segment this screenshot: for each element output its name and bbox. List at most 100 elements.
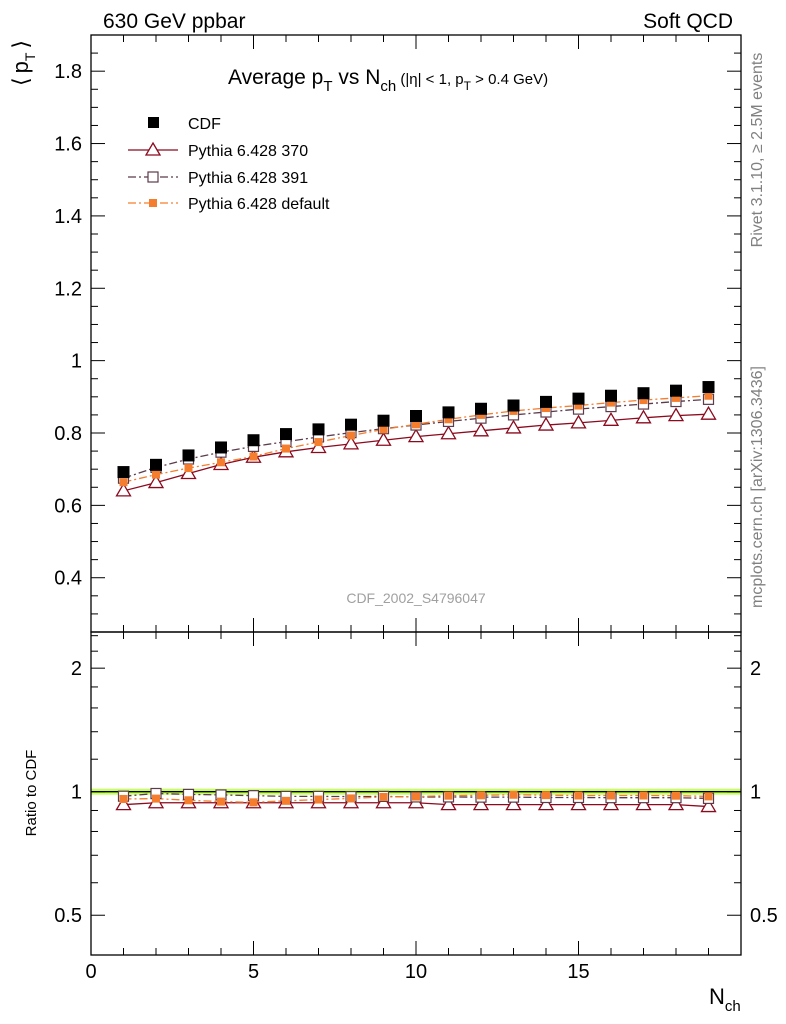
point-pythia-6-428-default	[379, 425, 388, 434]
legend: CDF Pythia 6.428 370 Pythia 6.428 391 Py…	[128, 116, 330, 213]
point-cdf	[637, 387, 650, 400]
point-pythia-6-428-370	[700, 405, 717, 420]
point-pythia-6-428-370	[310, 439, 327, 454]
point-cdf	[345, 418, 357, 431]
ratio-point-pythia-6-428-default	[444, 791, 453, 800]
ratio-point-pythia-6-428-default	[412, 792, 420, 801]
x-axis-label: Nch	[709, 984, 741, 1015]
ratio-point-pythia-6-428-default	[607, 791, 615, 800]
point-pythia-6-428-default	[217, 458, 225, 467]
ratio-series-group	[115, 787, 717, 813]
point-pythia-6-428-default	[314, 438, 323, 447]
legend-label-391: Pythia 6.428 391	[188, 170, 308, 187]
point-cdf	[280, 428, 292, 441]
point-cdf	[215, 441, 227, 454]
point-cdf	[670, 384, 682, 397]
ratio-y-tick-label: 0.5	[54, 905, 82, 927]
main-axis-ticks	[90, 34, 742, 633]
ratio-axis-ticks	[90, 632, 742, 956]
main-y-tick-label: 1.4	[54, 206, 82, 228]
legend-marker-default	[149, 199, 157, 207]
analysis-watermark: CDF_2002_S4796047	[346, 590, 486, 606]
ratio-point-pythia-6-428-default	[184, 796, 193, 805]
title-sub-t2: T	[464, 79, 472, 93]
ratio-point-pythia-6-428-default	[379, 792, 388, 801]
point-cdf	[117, 466, 130, 479]
point-pythia-6-428-370	[407, 428, 425, 443]
point-pythia-6-428-default	[639, 396, 648, 405]
point-pythia-6-428-370	[147, 474, 165, 489]
point-cdf	[247, 434, 260, 447]
x-tick-labels: 0 5 10 15	[85, 961, 589, 983]
point-cdf	[540, 395, 552, 408]
point-pythia-6-428-370	[537, 416, 555, 431]
point-pythia-6-428-370	[570, 414, 587, 429]
point-pythia-6-428-default	[282, 444, 290, 453]
point-pythia-6-428-370	[375, 431, 392, 446]
ratio-point-pythia-6-428-370	[602, 796, 620, 811]
legend-label-370: Pythia 6.428 370	[188, 143, 308, 160]
rivet-label: Rivet 3.1.10, ≥ 2.5M events	[749, 53, 766, 248]
point-pythia-6-428-default	[119, 478, 128, 487]
title-main: Average p	[228, 66, 323, 89]
ratio-point-pythia-6-428-370	[635, 796, 652, 811]
energy-label: 630 GeV ppbar	[103, 10, 245, 33]
point-pythia-6-428-default	[672, 393, 680, 402]
x-tick-label: 5	[248, 961, 259, 983]
main-title: Average pT vs Nch (|η| < 1, pT > 0.4 GeV…	[228, 66, 548, 95]
ratio-y-tick-label-right: 1	[750, 782, 761, 804]
main-series-group	[115, 381, 717, 497]
title-cut-b: > 0.4 GeV)	[471, 71, 548, 88]
ratio-y-tick-label-right: 0.5	[750, 905, 778, 927]
point-cdf	[702, 381, 715, 394]
ratio-point-pythia-6-428-370	[505, 796, 522, 811]
legend-label-default: Pythia 6.428 default	[188, 196, 330, 213]
point-cdf	[182, 449, 195, 462]
point-pythia-6-428-370	[667, 407, 685, 422]
title-cut-a: (|η| < 1, p	[396, 71, 463, 88]
ratio-point-pythia-6-428-370	[667, 796, 685, 811]
point-pythia-6-428-default	[152, 470, 160, 479]
point-pythia-6-428-default	[542, 404, 550, 413]
ylabel-open: ⟨	[8, 77, 33, 86]
ratio-point-pythia-6-428-default	[152, 794, 160, 803]
legend-marker-391	[147, 171, 159, 183]
ylabel-sub: T	[22, 52, 38, 61]
main-y-tick-label: 1.6	[54, 134, 82, 156]
process-label: Soft QCD	[643, 10, 733, 33]
point-cdf	[150, 458, 162, 471]
ratio-point-pythia-6-428-default	[672, 791, 680, 800]
ratio-point-pythia-6-428-default	[542, 791, 550, 800]
main-y-tick-label: 0.4	[54, 568, 82, 590]
point-pythia-6-428-default	[184, 464, 193, 473]
ratio-y-tick-label: 2	[71, 658, 82, 680]
ratio-point-pythia-6-428-default	[314, 795, 323, 804]
point-pythia-6-428-370	[180, 465, 197, 480]
ratio-point-pythia-6-428-default	[217, 797, 225, 806]
ratio-point-pythia-6-428-default	[282, 796, 290, 805]
point-cdf	[377, 414, 390, 427]
main-y-tick-label: 1.2	[54, 278, 82, 300]
ratio-point-pythia-6-428-370	[440, 796, 457, 811]
main-y-tick-label: 0.8	[54, 423, 82, 445]
point-cdf	[475, 402, 487, 415]
ratio-point-pythia-6-428-370	[115, 796, 132, 811]
ratio-point-pythia-6-428-370	[537, 796, 555, 811]
main-y-tick-label: 1	[71, 351, 82, 373]
xlabel-sub: ch	[725, 998, 741, 1015]
point-cdf	[442, 406, 455, 419]
ratio-point-pythia-6-428-default	[574, 791, 583, 800]
point-pythia-6-428-default	[444, 415, 453, 424]
legend-marker-370	[144, 141, 162, 156]
ratio-point-pythia-6-428-default	[509, 790, 518, 799]
point-pythia-6-428-370	[115, 482, 132, 497]
title-sub-ch: ch	[380, 78, 396, 95]
ratio-point-pythia-6-428-default	[249, 798, 258, 807]
point-pythia-6-428-370	[440, 425, 457, 440]
point-pythia-6-428-default	[412, 420, 420, 429]
point-pythia-6-428-default	[574, 401, 583, 410]
ratio-point-pythia-6-428-default	[704, 792, 713, 801]
ratio-point-pythia-6-428-default	[639, 791, 648, 800]
point-pythia-6-428-default	[249, 452, 258, 461]
